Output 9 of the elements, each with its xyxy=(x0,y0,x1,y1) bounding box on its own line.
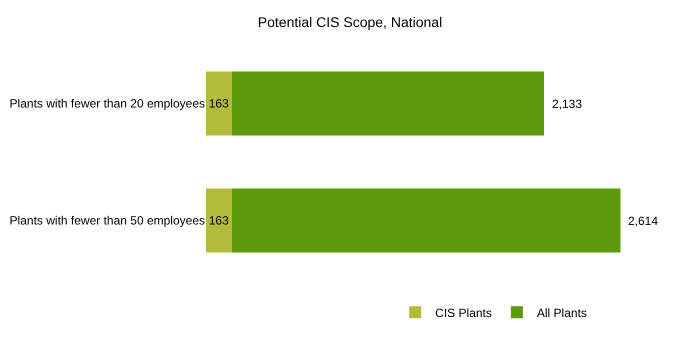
legend-label: All Plants xyxy=(536,306,587,320)
data-label: 163 xyxy=(208,96,230,110)
chart-title: Potential CIS Scope, National xyxy=(258,14,442,30)
legend-label: CIS Plants xyxy=(435,306,492,320)
y-tick-label: Plants with fewer than 20 employees xyxy=(10,96,205,111)
y-tick-label: Plants with fewer than 50 employees xyxy=(10,214,205,228)
data-label: 163 xyxy=(208,214,230,228)
total-label: 2,614 xyxy=(628,214,658,228)
total-label: 2,133 xyxy=(552,97,582,111)
